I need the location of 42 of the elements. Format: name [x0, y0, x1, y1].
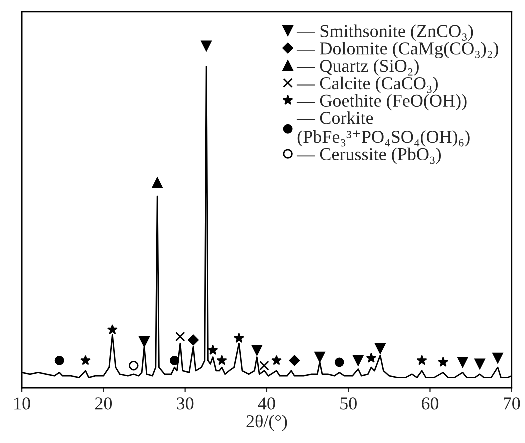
- x-tick-label: 70: [504, 398, 520, 410]
- point: [80, 355, 91, 366]
- point: [416, 355, 428, 366]
- x-tick-label: 60: [422, 398, 439, 410]
- point: [107, 324, 118, 334]
- legend-label: — Cerussite (PbO₃): [296, 148, 442, 164]
- point: [234, 333, 244, 343]
- point: [139, 336, 150, 348]
- point: [252, 345, 263, 356]
- legend-label: — Corkite (PbFe₃³⁺PO₄SO₄(OH)₆): [296, 112, 470, 147]
- legend-label: — Smithsonite (ZnCO₃): [296, 24, 474, 42]
- point: [272, 355, 282, 366]
- legend-label: — Quartz (SiO₂): [296, 60, 419, 76]
- point: [289, 355, 300, 366]
- point: [492, 352, 504, 364]
- point: [334, 358, 344, 368]
- point: [170, 356, 180, 366]
- point: [176, 332, 186, 342]
- point: [474, 358, 486, 370]
- x-tick-label: 50: [340, 398, 357, 410]
- point: [375, 343, 386, 354]
- legend-label: — Goethite (FeO(OH)): [296, 94, 467, 111]
- x-tick-label: 20: [95, 398, 112, 410]
- legend-label: — Calcite (CaCO₃): [296, 76, 438, 94]
- x-axis-title: 2θ/(°): [246, 414, 288, 432]
- point: [129, 360, 139, 371]
- point: [208, 345, 218, 355]
- point: [216, 355, 228, 366]
- point: [260, 360, 270, 371]
- point: [201, 40, 212, 52]
- point: [352, 355, 364, 366]
- legend-label: — Dolomite (CaMg(CO₃)₂): [296, 42, 498, 59]
- point: [54, 356, 64, 366]
- x-tick-label: 10: [14, 398, 30, 410]
- point: [438, 357, 448, 367]
- point: [188, 334, 199, 346]
- point: [366, 352, 377, 363]
- x-tick-label: 30: [177, 398, 194, 410]
- point: [314, 352, 326, 363]
- x-tick-label: 40: [258, 398, 276, 410]
- point: [457, 357, 468, 368]
- point: [152, 178, 163, 188]
